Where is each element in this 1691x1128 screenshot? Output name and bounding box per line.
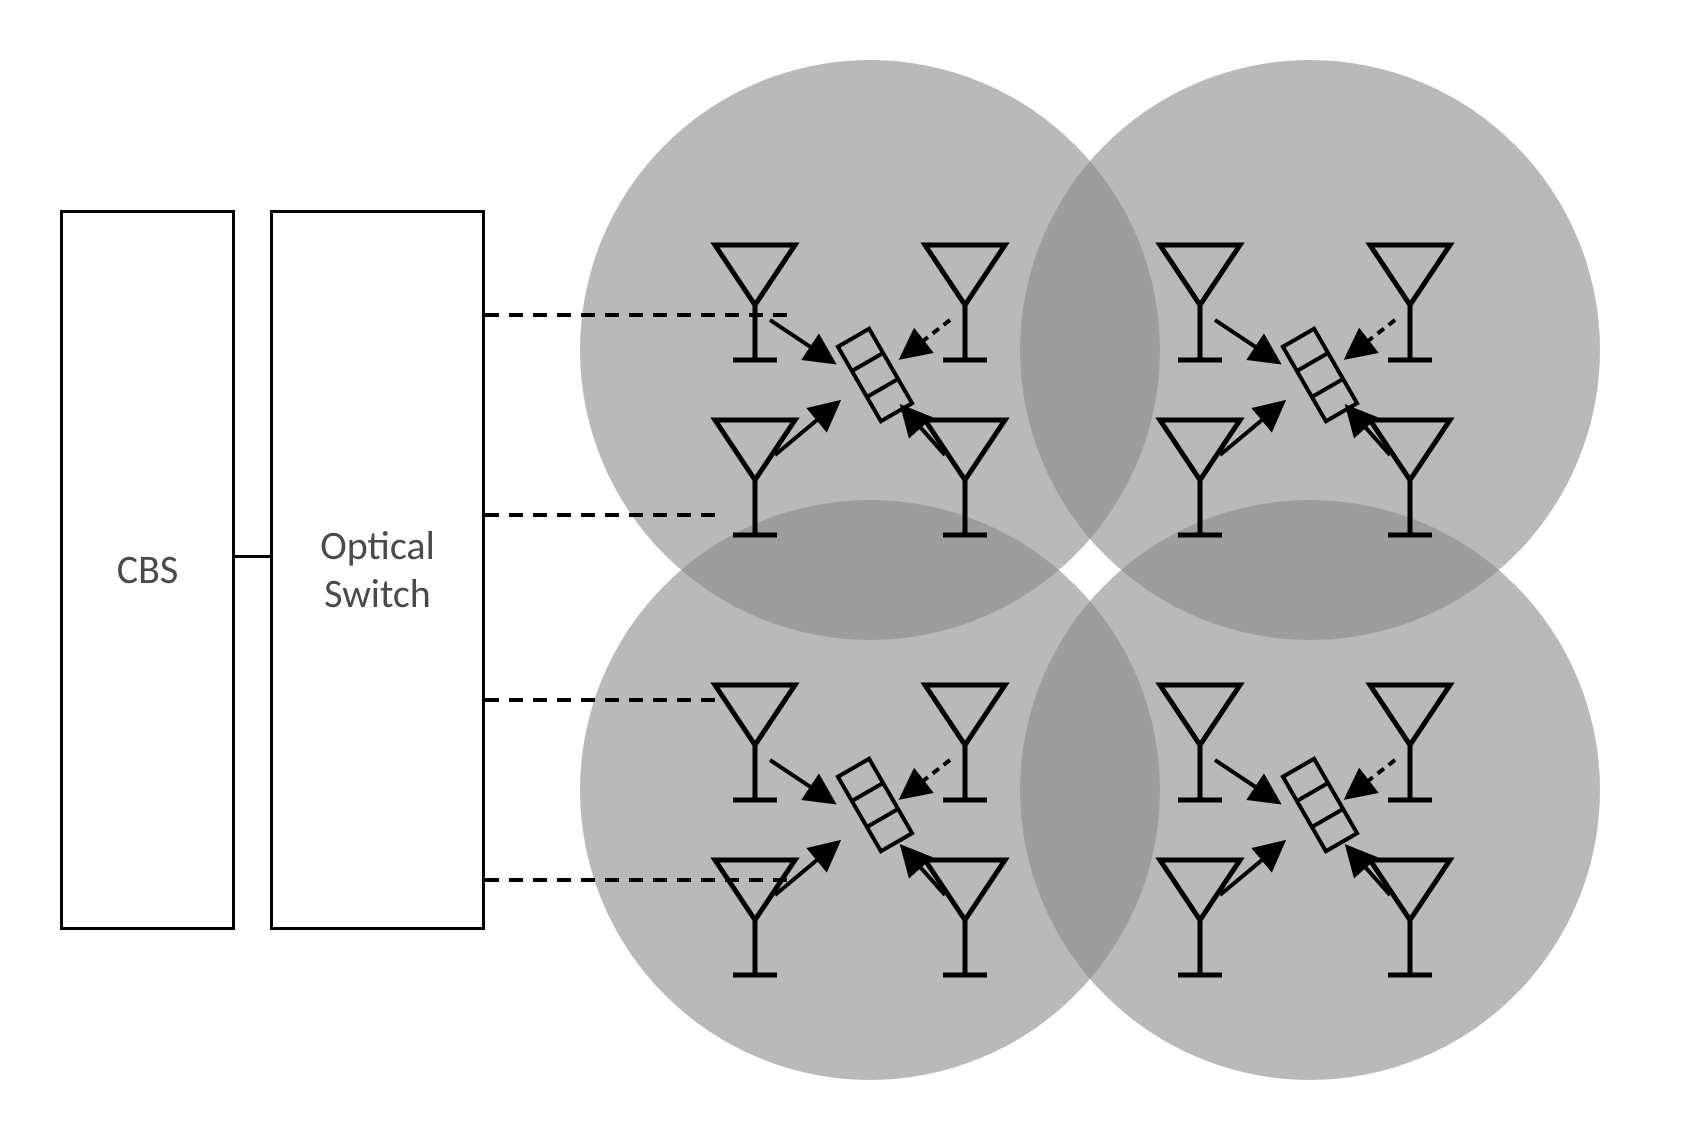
coverage-diagram (0, 0, 1691, 1128)
cell-bottom-right (1020, 500, 1600, 1080)
cells-group (580, 60, 1600, 1080)
